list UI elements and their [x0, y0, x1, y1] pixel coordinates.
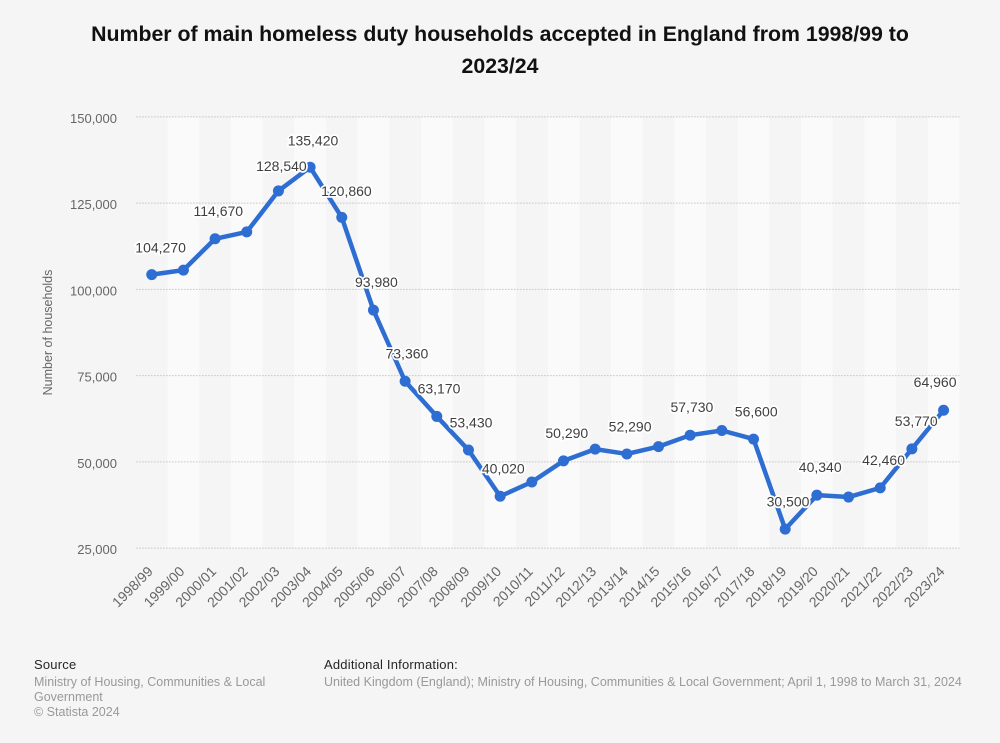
svg-text:57,730: 57,730 [670, 399, 713, 415]
svg-text:30,500: 30,500 [767, 493, 810, 509]
svg-text:53,430: 53,430 [450, 414, 493, 430]
svg-text:73,360: 73,360 [385, 346, 428, 362]
svg-text:150,000: 150,000 [70, 111, 117, 126]
svg-text:125,000: 125,000 [70, 197, 117, 212]
svg-text:128,540: 128,540 [256, 158, 307, 174]
svg-text:40,020: 40,020 [482, 461, 525, 477]
svg-text:56,600: 56,600 [735, 403, 778, 419]
svg-text:75,000: 75,000 [77, 370, 117, 385]
svg-text:52,290: 52,290 [609, 418, 652, 434]
svg-text:50,000: 50,000 [77, 456, 117, 471]
svg-text:120,860: 120,860 [321, 183, 372, 199]
svg-text:42,460: 42,460 [862, 452, 905, 468]
svg-text:114,670: 114,670 [194, 203, 244, 219]
svg-text:50,290: 50,290 [545, 425, 588, 441]
svg-text:25,000: 25,000 [77, 542, 117, 557]
svg-text:104,270: 104,270 [135, 240, 186, 256]
svg-text:40,340: 40,340 [799, 459, 842, 475]
svg-text:63,170: 63,170 [418, 381, 461, 397]
svg-text:53,770: 53,770 [895, 413, 938, 429]
svg-text:93,980: 93,980 [355, 274, 398, 290]
svg-text:Number of households: Number of households [41, 270, 55, 396]
svg-text:100,000: 100,000 [70, 283, 117, 298]
svg-text:135,420: 135,420 [288, 133, 339, 149]
svg-text:64,960: 64,960 [914, 374, 957, 390]
